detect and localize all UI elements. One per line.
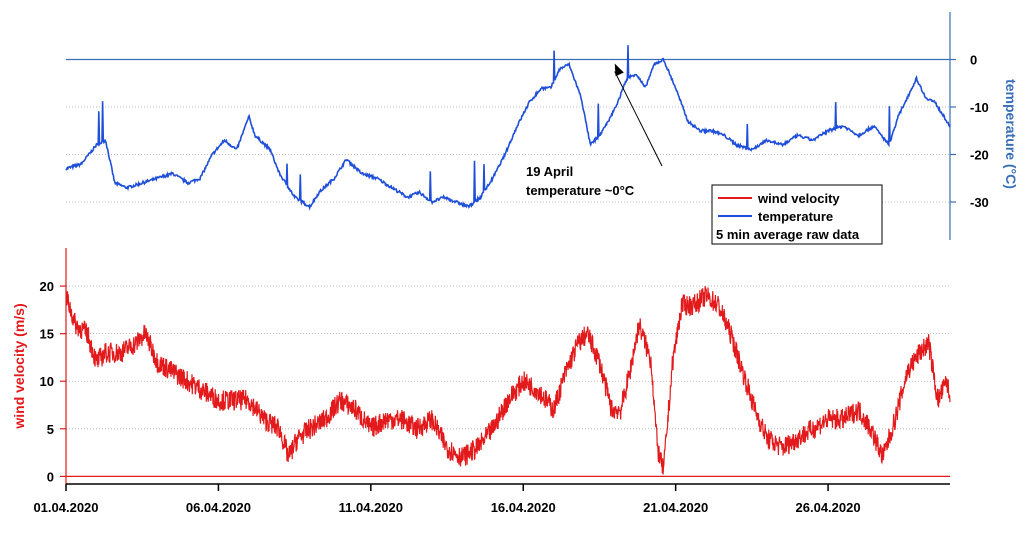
- annotation: 19 April temperature ~0°C: [526, 63, 663, 198]
- x-tick-label: 06.04.2020: [186, 500, 251, 515]
- annotation-arrow-line: [614, 71, 663, 167]
- x-tick-label: 21.04.2020: [643, 500, 708, 515]
- annotation-line-2: temperature ~0°C: [526, 183, 635, 198]
- temperature-axis-title: temperature (°C): [1003, 79, 1019, 189]
- legend-label-temperature: temperature: [758, 209, 833, 224]
- temperature-tick-label: -30: [970, 195, 989, 210]
- x-axis: 01.04.2020 06.04.2020 11.04.2020 16.04.2020…: [33, 483, 950, 515]
- wind-grid: [66, 285, 950, 430]
- annotation-arrow-head: [614, 63, 624, 77]
- temperature-grid: [66, 106, 950, 203]
- temperature-series-line: [65, 45, 951, 211]
- x-tick-label: 11.04.2020: [339, 500, 403, 515]
- temperature-y-ticks: 0 -10 -20 -30: [950, 53, 989, 210]
- annotation-line-1: 19 April: [526, 164, 573, 179]
- wind-series-line: [65, 286, 951, 475]
- legend: wind velocity temperature 5 min average …: [711, 184, 883, 245]
- wind-tick-label: 15: [40, 327, 54, 342]
- legend-label-wind: wind velocity: [757, 191, 840, 206]
- wind-tick-label: 5: [47, 422, 54, 437]
- wind-panel: 0 5 10 15 20 wind velocity (m/s): [11, 248, 951, 484]
- wind-tick-label: 20: [40, 279, 54, 294]
- x-ticks: 01.04.2020 06.04.2020 11.04.2020 16.04.2020…: [33, 484, 861, 515]
- legend-note: 5 min average raw data: [716, 227, 860, 242]
- legend-box: [711, 184, 883, 245]
- temperature-panel: 0 -10 -20 -30 temperature (°C): [65, 12, 1019, 240]
- temperature-tick-label: -20: [970, 148, 989, 163]
- wind-axis-title: wind velocity (m/s): [11, 303, 27, 429]
- temperature-tick-label: -10: [970, 100, 989, 115]
- wind-tick-label: 10: [40, 374, 54, 389]
- x-tick-label: 16.04.2020: [491, 500, 556, 515]
- x-tick-label: 26.04.2020: [796, 500, 861, 515]
- wind-tick-label: 0: [47, 469, 54, 484]
- temperature-tick-label: 0: [970, 53, 977, 68]
- wind-y-ticks: 0 5 10 15 20: [40, 279, 66, 484]
- x-tick-label: 01.04.2020: [33, 500, 98, 515]
